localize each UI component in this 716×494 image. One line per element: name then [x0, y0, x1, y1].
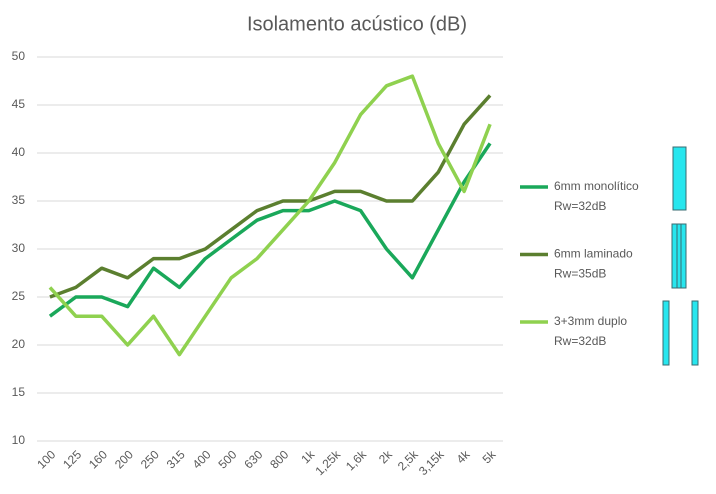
- series-line: [48, 74, 492, 357]
- legend-label: 6mm laminado: [554, 247, 633, 261]
- legend-rating: Rw=32dB: [554, 199, 606, 213]
- legend-rating: Rw=35dB: [554, 267, 606, 281]
- glass-icon: [671, 223, 687, 289]
- glass-icon: [662, 300, 670, 366]
- chart-title: Isolamento acústico (dB): [247, 13, 467, 35]
- y-tick-label: 35: [12, 193, 26, 207]
- y-tick-label: 40: [12, 145, 26, 159]
- series-line: [48, 142, 492, 318]
- glass-icon: [672, 146, 687, 211]
- y-tick-label: 10: [12, 433, 26, 447]
- legend-rating: Rw=32dB: [554, 334, 606, 348]
- y-tick-label: 20: [12, 337, 26, 351]
- y-tick-label: 50: [12, 49, 26, 63]
- legend-label: 3+3mm duplo: [554, 314, 627, 328]
- y-tick-label: 25: [12, 289, 26, 303]
- y-tick-label: 45: [12, 97, 26, 111]
- y-tick-label: 30: [12, 241, 26, 255]
- glass-icon: [691, 300, 699, 366]
- legend-label: 6mm monolítico: [554, 179, 639, 193]
- y-tick-label: 15: [12, 385, 26, 399]
- series-line: [49, 94, 492, 299]
